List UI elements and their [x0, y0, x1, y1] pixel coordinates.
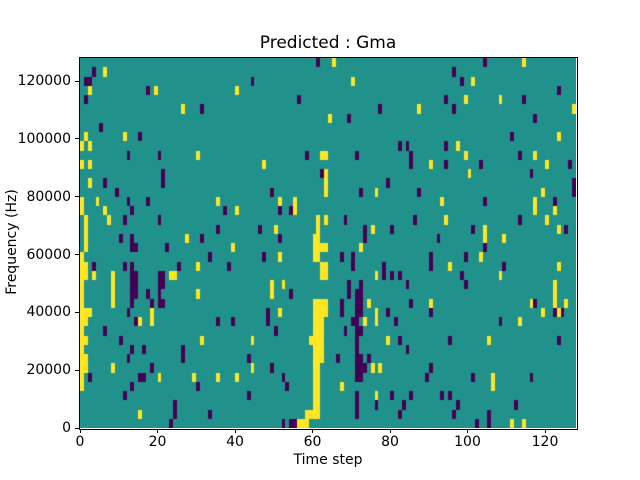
y-tick-label: 120000 [17, 73, 71, 90]
x-tick-mark [312, 429, 313, 433]
y-tick-label: 60000 [26, 246, 71, 263]
heatmap-plot-area [80, 58, 576, 428]
y-tick-mark [75, 369, 79, 371]
y-tick-label: 40000 [26, 304, 71, 321]
x-tick-mark [389, 429, 391, 433]
y-tick-mark [75, 138, 79, 140]
x-tick-label: 100 [454, 434, 481, 450]
y-tick-mark [75, 196, 79, 198]
y-tick-label: 100000 [17, 130, 71, 147]
x-tick-label: 40 [226, 434, 244, 450]
y-tick-mark [75, 427, 79, 429]
y-axis-label: Frequency (Hz) [4, 189, 20, 295]
x-tick-mark [234, 429, 236, 433]
y-tick-mark [75, 80, 79, 82]
x-tick-label: 20 [148, 434, 167, 450]
x-tick-label: 0 [75, 434, 85, 450]
y-tick-label: 0 [62, 420, 71, 436]
y-tick-label: 80000 [26, 188, 71, 205]
x-tick-label: 120 [531, 434, 559, 450]
y-tick-label: 20000 [26, 362, 71, 379]
x-tick-label: 60 [303, 434, 322, 450]
y-tick-mark [75, 254, 79, 256]
plot-axes-border [79, 57, 578, 430]
y-tick-mark [75, 311, 79, 313]
x-axis-label: Time step [293, 452, 363, 468]
chart-title: Predicted : Gma [259, 33, 397, 53]
x-tick-mark [79, 429, 81, 433]
x-tick-label: 80 [381, 434, 399, 450]
x-tick-mark [467, 429, 468, 433]
x-tick-mark [544, 429, 546, 433]
x-tick-mark [157, 429, 158, 433]
